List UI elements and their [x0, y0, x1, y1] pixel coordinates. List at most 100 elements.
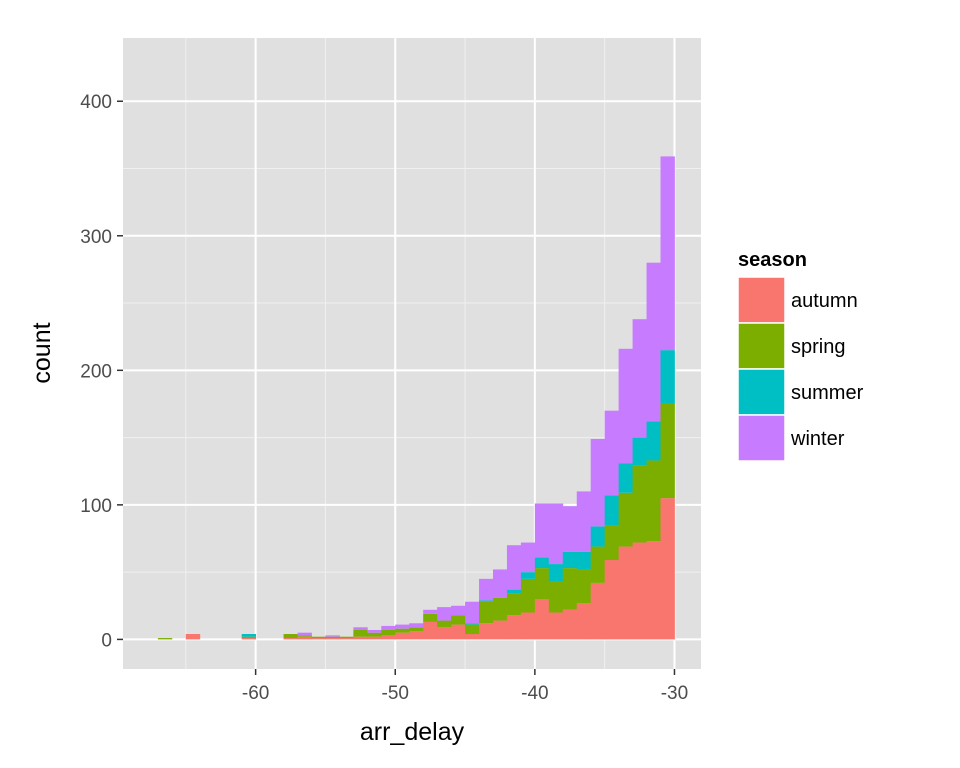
bar-autumn — [479, 623, 494, 640]
bar-spring — [604, 525, 620, 561]
y-tick-label: 200 — [80, 361, 112, 382]
bar-winter — [534, 503, 550, 558]
bar-spring — [339, 636, 354, 639]
bar-summer — [548, 564, 564, 582]
bar-spring — [297, 635, 312, 637]
bar-spring — [381, 629, 396, 636]
bar-spring — [576, 569, 592, 604]
bar-autumn — [520, 612, 536, 640]
x-axis-title: arr_delay — [360, 718, 465, 746]
bar-autumn — [367, 636, 382, 640]
bar-spring — [311, 636, 326, 639]
bar-autumn — [325, 638, 340, 640]
bar-winter — [409, 623, 424, 628]
grid-minor-lines — [123, 38, 701, 669]
bar-autumn — [437, 627, 452, 640]
bar-summer — [479, 600, 494, 602]
bar-summer — [590, 526, 606, 547]
bar-autumn — [506, 615, 522, 640]
legend-label-spring: spring — [791, 336, 845, 358]
bar-summer — [241, 634, 257, 637]
bar-spring — [437, 620, 452, 628]
bar-autumn — [632, 542, 647, 640]
bar-spring — [465, 624, 480, 635]
legend-label-autumn: autumn — [791, 290, 858, 312]
bar-spring — [562, 568, 578, 610]
bar-autumn — [646, 541, 661, 640]
bar-autumn — [604, 560, 620, 640]
bar-spring — [451, 615, 466, 625]
bar-autumn — [423, 621, 438, 640]
bar-summer — [660, 350, 675, 404]
bar-spring — [646, 460, 661, 542]
bar-autumn — [465, 634, 480, 640]
bar-autumn — [492, 620, 508, 640]
bar-winter — [395, 624, 410, 629]
bar-winter — [325, 635, 340, 637]
bar-summer — [506, 589, 522, 594]
bar-winter — [451, 605, 466, 616]
bar-winter — [492, 569, 508, 598]
legend-label-summer: summer — [791, 382, 864, 404]
bar-autumn — [297, 636, 312, 640]
bar-autumn — [381, 635, 396, 640]
bar-spring — [506, 593, 522, 616]
bar-summer — [534, 557, 550, 569]
bar-spring — [632, 465, 647, 543]
bar-spring — [157, 638, 173, 640]
bar-winter — [367, 629, 382, 633]
bar-spring — [548, 581, 564, 613]
bar-autumn — [562, 609, 578, 640]
y-tick-label: 400 — [80, 92, 112, 113]
y-tick-label: 100 — [80, 496, 112, 517]
bar-autumn — [339, 638, 354, 640]
bar-winter — [562, 506, 578, 552]
bar-spring — [395, 628, 410, 633]
bar-winter — [632, 319, 647, 438]
x-tick-label: -60 — [242, 683, 269, 704]
x-axis: -60 -50 -40 -30 — [242, 669, 688, 704]
bar-summer — [520, 572, 536, 579]
bar-spring — [590, 546, 606, 583]
bar-spring — [409, 627, 424, 632]
bar-winter — [465, 601, 480, 624]
bar-autumn — [311, 638, 326, 640]
x-tick-label: -40 — [521, 683, 548, 704]
bar-summer — [465, 623, 480, 625]
bar-summer — [576, 551, 592, 570]
legend-key-autumn — [737, 276, 786, 324]
bar-winter — [604, 410, 620, 496]
bar-autumn — [395, 632, 410, 640]
bar-spring — [479, 601, 494, 624]
y-axis: 0 100 200 300 400 — [80, 92, 123, 651]
bar-winter — [381, 625, 396, 630]
legend-key-winter — [737, 414, 786, 462]
bar-summer — [604, 495, 620, 526]
bar-winter — [297, 632, 312, 636]
legend: season autumn spring summer winter — [737, 249, 864, 462]
legend-label-winter: winter — [790, 428, 845, 450]
bar-winter — [353, 627, 368, 630]
bar-summer — [618, 463, 633, 493]
bar-spring — [534, 568, 550, 600]
bar-spring — [353, 629, 368, 637]
bar-summer — [646, 421, 661, 461]
legend-key-summer — [737, 368, 786, 416]
bar-winter — [590, 438, 606, 527]
bar-spring — [241, 636, 257, 639]
histogram-bars — [157, 156, 675, 640]
bar-autumn — [283, 638, 298, 640]
bar-winter — [660, 156, 675, 351]
bar-winter — [479, 578, 494, 601]
bar-winter — [437, 607, 452, 621]
bar-autumn — [241, 638, 257, 640]
bar-autumn — [660, 498, 675, 640]
bar-summer — [632, 437, 647, 466]
legend-key-spring — [737, 322, 786, 370]
bar-autumn — [590, 582, 606, 640]
bar-winter — [548, 503, 564, 565]
bar-winter — [506, 545, 522, 590]
bar-spring — [618, 492, 633, 547]
bar-spring — [660, 403, 675, 499]
